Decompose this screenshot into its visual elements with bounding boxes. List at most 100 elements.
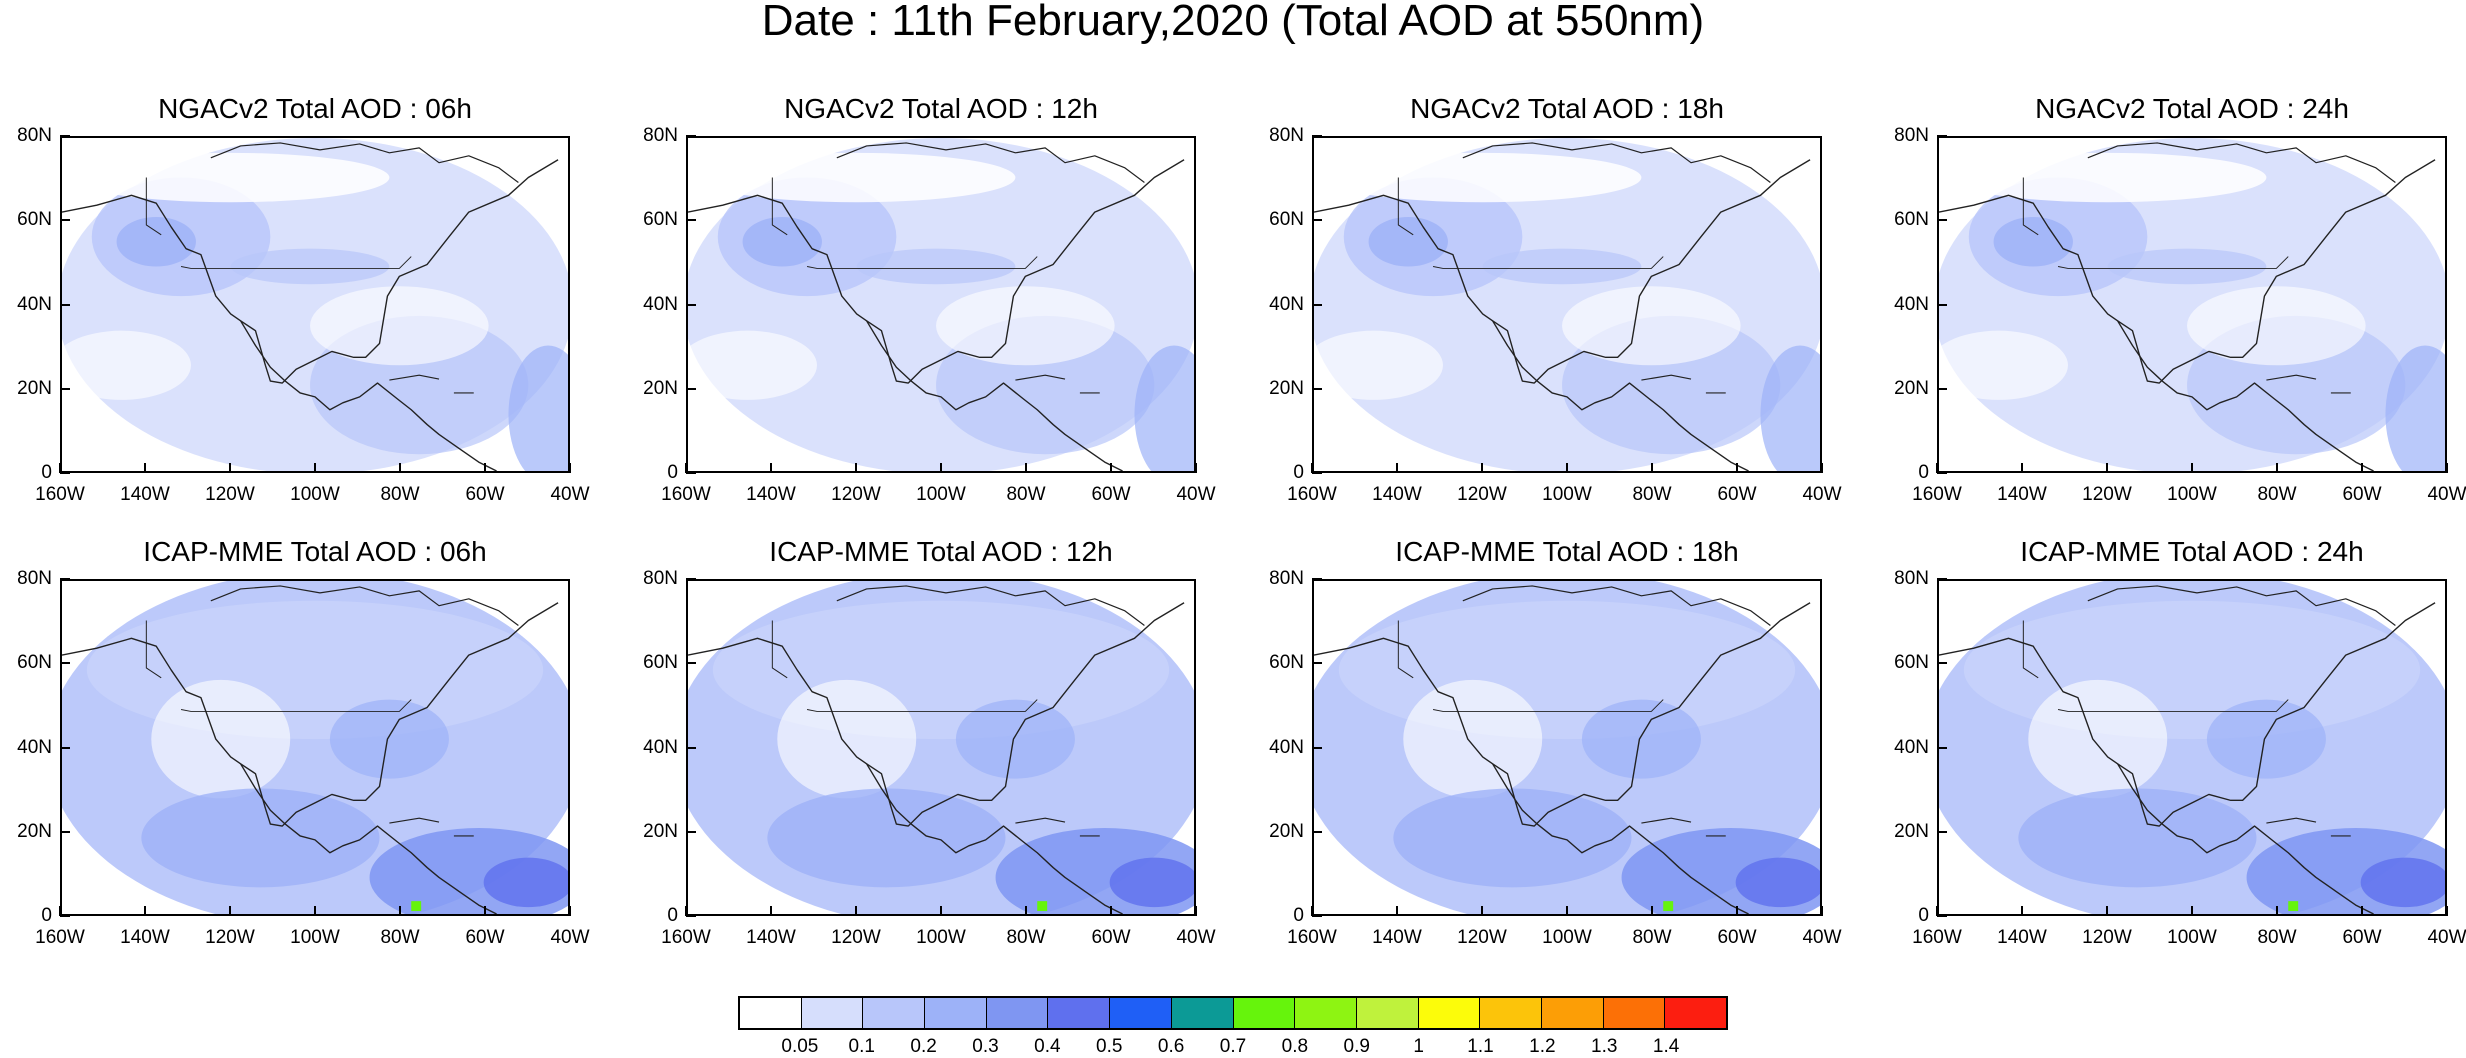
lon-tick bbox=[2361, 906, 2363, 916]
aod-map bbox=[62, 138, 568, 471]
lat-tick bbox=[686, 387, 696, 390]
lon-tick-label: 140W bbox=[746, 927, 796, 948]
lon-tick-label: 80W bbox=[2257, 927, 2297, 948]
border-alaska bbox=[145, 177, 162, 236]
lon-tick-label: 60W bbox=[1717, 484, 1757, 505]
lat-tick bbox=[686, 662, 696, 665]
caribbean-islands bbox=[1015, 817, 1100, 837]
coastline-west bbox=[62, 194, 497, 471]
lon-tick bbox=[1736, 463, 1738, 473]
lat-tick-label: 80N bbox=[1269, 568, 1304, 589]
colorbar-label: 0.6 bbox=[1157, 1036, 1185, 1057]
lat-tick-label: 60N bbox=[17, 209, 52, 231]
lon-tick bbox=[399, 906, 401, 916]
lon-tick bbox=[770, 906, 772, 916]
border-alaska bbox=[1397, 620, 1414, 679]
lat-tick bbox=[686, 578, 696, 580]
colorbar-label: 1.3 bbox=[1591, 1036, 1618, 1057]
lat-tick-label: 20N bbox=[17, 377, 52, 399]
page-title: Date : 11th February,2020 (Total AOD at … bbox=[761, 0, 1705, 45]
aod-field bbox=[1939, 581, 2445, 914]
lon-tick bbox=[314, 463, 316, 473]
lat-tick-label: 60N bbox=[1894, 652, 1929, 674]
lat-tick-label: 60N bbox=[17, 652, 52, 674]
lat-tick-label: 40N bbox=[1269, 736, 1304, 758]
lat-tick-label: 80N bbox=[17, 125, 52, 146]
coastline-east bbox=[1492, 602, 1811, 827]
map-panel: ICAP-MME Total AOD : 06h 80N 60N 40N 20N 0 160… bbox=[17, 536, 589, 948]
lat-tick-label: 0 bbox=[1918, 905, 1929, 926]
colorbar-swatch bbox=[1171, 998, 1234, 1028]
lat-tick bbox=[1937, 662, 1947, 665]
lat-tick-label: 60N bbox=[1269, 652, 1304, 674]
lon-tick-label: 60W bbox=[465, 484, 505, 505]
coastline-east bbox=[240, 602, 559, 827]
coastline-west bbox=[688, 194, 1123, 471]
colorbar-swatch bbox=[801, 998, 864, 1028]
aod-hotspot bbox=[411, 901, 422, 912]
lon-tick-label: 40W bbox=[1802, 927, 1842, 948]
lon-tick bbox=[1195, 463, 1197, 473]
lat-tick bbox=[1937, 135, 1947, 137]
lon-tick-label: 40W bbox=[550, 927, 590, 948]
lon-tick bbox=[2021, 463, 2023, 473]
colorbar bbox=[738, 996, 1728, 1030]
lon-tick bbox=[2106, 463, 2108, 473]
lat-tick bbox=[686, 219, 696, 222]
lon-tick-label: 120W bbox=[205, 484, 255, 505]
lat-tick-label: 40N bbox=[17, 293, 52, 315]
lon-tick bbox=[2446, 906, 2448, 916]
caribbean-islands bbox=[1641, 374, 1726, 394]
lat-tick-label: 20N bbox=[1269, 377, 1304, 399]
lat-tick-label: 60N bbox=[1269, 209, 1304, 231]
map-panel: ICAP-MME Total AOD : 24h 80N 60N 40N 20N 0 160… bbox=[1894, 536, 2466, 948]
colorbar-swatch bbox=[1233, 998, 1296, 1028]
coastline-west bbox=[1939, 637, 2374, 914]
aod-map bbox=[1314, 138, 1820, 471]
lat-tick-label: 40N bbox=[17, 736, 52, 758]
lat-tick bbox=[686, 472, 696, 474]
lon-tick-label: 80W bbox=[380, 484, 420, 505]
map-frame bbox=[1312, 579, 1822, 916]
lon-tick-label: 120W bbox=[831, 927, 881, 948]
lon-tick-label: 60W bbox=[1717, 927, 1757, 948]
lon-tick-label: 120W bbox=[2082, 927, 2132, 948]
lon-tick bbox=[1566, 463, 1568, 473]
panel-title: NGACv2 Total AOD : 12h bbox=[784, 93, 1098, 124]
lon-tick-label: 140W bbox=[746, 484, 796, 505]
coastline-arctic bbox=[1462, 585, 1771, 626]
lon-tick-label: 160W bbox=[1912, 484, 1962, 505]
lat-tick bbox=[60, 662, 70, 665]
aod-map bbox=[1939, 581, 2445, 914]
lat-tick bbox=[1937, 746, 1947, 749]
colorbar-swatch bbox=[1541, 998, 1604, 1028]
colorbar-swatch bbox=[1048, 998, 1111, 1028]
coastline-west bbox=[1314, 637, 1749, 914]
lon-tick-label: 140W bbox=[1997, 484, 2047, 505]
lon-tick-label: 100W bbox=[1542, 927, 1592, 948]
lat-tick-label: 0 bbox=[41, 462, 52, 483]
lon-tick bbox=[1025, 463, 1027, 473]
lat-tick bbox=[60, 915, 70, 917]
lon-tick bbox=[2191, 906, 2193, 916]
lon-tick bbox=[2361, 463, 2363, 473]
map-frame bbox=[686, 136, 1196, 473]
lon-tick bbox=[1821, 906, 1823, 916]
lon-tick-label: 100W bbox=[1542, 484, 1592, 505]
lat-tick bbox=[1937, 830, 1947, 833]
lon-tick-label: 140W bbox=[1372, 484, 1422, 505]
lon-tick-label: 160W bbox=[661, 927, 711, 948]
lat-tick-label: 0 bbox=[1293, 905, 1304, 926]
lat-tick bbox=[1312, 472, 1322, 474]
lon-tick bbox=[314, 906, 316, 916]
coastline-arctic bbox=[836, 142, 1145, 183]
lon-tick bbox=[685, 463, 687, 473]
lat-tick bbox=[1312, 135, 1322, 137]
lon-tick-label: 160W bbox=[35, 927, 85, 948]
lat-tick bbox=[1312, 219, 1322, 222]
lat-tick-label: 80N bbox=[643, 125, 678, 146]
lon-tick-label: 100W bbox=[290, 484, 340, 505]
lon-tick-label: 60W bbox=[1091, 484, 1131, 505]
colorbar-swatch bbox=[925, 998, 987, 1028]
lat-tick bbox=[60, 303, 70, 306]
